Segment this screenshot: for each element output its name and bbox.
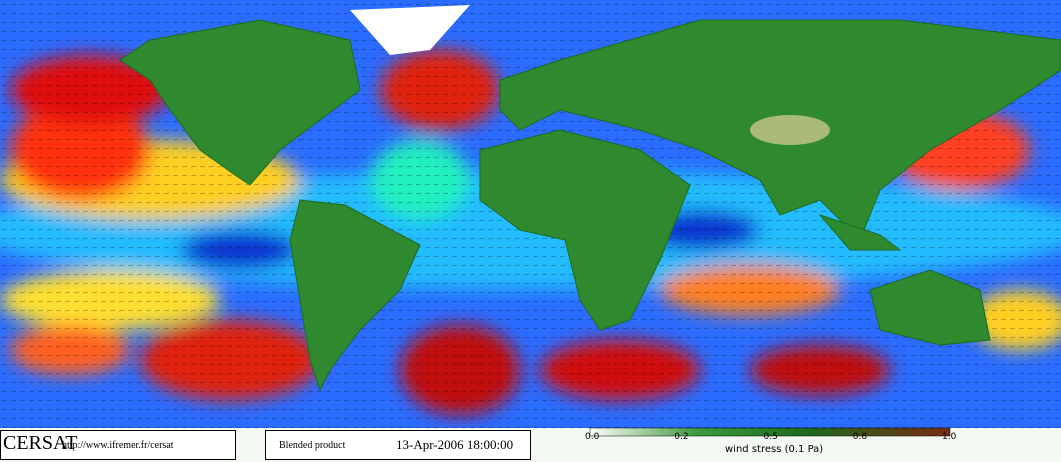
info-box bbox=[265, 430, 531, 460]
url: http://www.ifremer.fr/cersat bbox=[62, 440, 174, 451]
tibet bbox=[750, 115, 830, 145]
colorbar-label: wind stress (0.1 Pa) bbox=[725, 444, 824, 455]
colorbar-tick-label: 0.8 bbox=[852, 432, 868, 442]
colorbar-tick-label: 1.0 bbox=[942, 432, 957, 442]
product: Blended product bbox=[279, 440, 346, 451]
colorbar-tick-label: 0.2 bbox=[674, 432, 689, 442]
colorbar-tick-label: 0.5 bbox=[763, 432, 778, 442]
colorbar bbox=[589, 427, 951, 437]
date: 13-Apr-2006 18:00:00 bbox=[396, 437, 514, 452]
greenland bbox=[350, 5, 470, 55]
logo-box bbox=[0, 430, 236, 460]
logo: CERSAT bbox=[3, 432, 78, 454]
colorbar-tick-label: 0.0 bbox=[585, 432, 600, 442]
